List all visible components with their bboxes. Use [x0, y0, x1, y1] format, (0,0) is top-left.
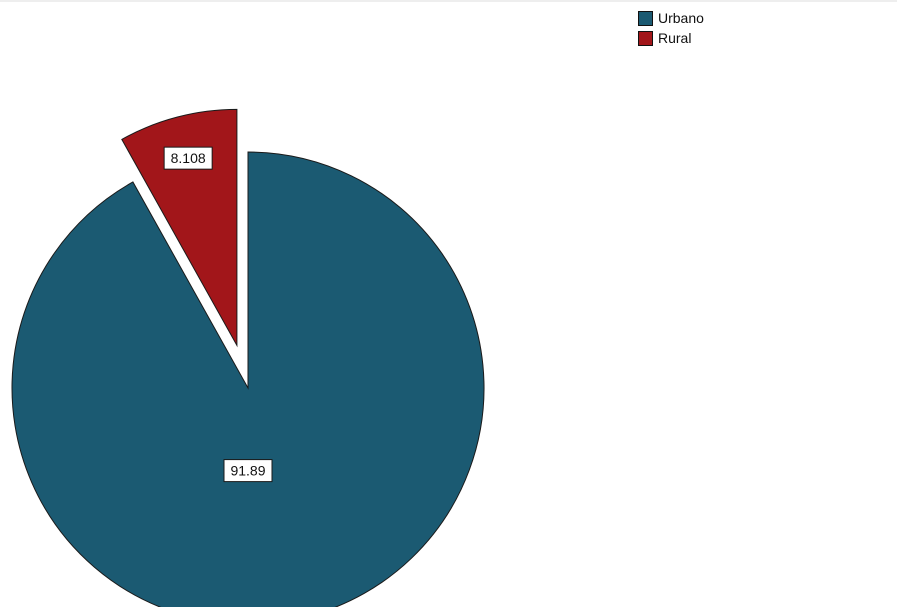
legend-item-urbano: Urbano: [638, 8, 704, 28]
data-label-box: [163, 146, 213, 170]
pie-slice-urbano: [11, 151, 485, 607]
data-label-rural: 8.108: [163, 146, 213, 170]
data-label-text: 91.89: [230, 463, 265, 479]
legend-item-rural: Rural: [638, 28, 704, 48]
pie-slices: [11, 108, 485, 607]
legend-swatch-urbano: [638, 10, 653, 26]
top-divider: [0, 0, 897, 2]
data-label-box: [223, 459, 273, 483]
data-label-text: 8.108: [171, 150, 206, 166]
data-label-urbano: 91.89: [223, 459, 273, 483]
legend-label-rural: Rural: [658, 30, 692, 46]
pie-data-labels: 91.89 8.108: [163, 146, 273, 483]
legend-label-urbano: Urbano: [658, 10, 704, 26]
legend: Urbano Rural: [638, 8, 704, 48]
legend-swatch-rural: [638, 30, 653, 46]
